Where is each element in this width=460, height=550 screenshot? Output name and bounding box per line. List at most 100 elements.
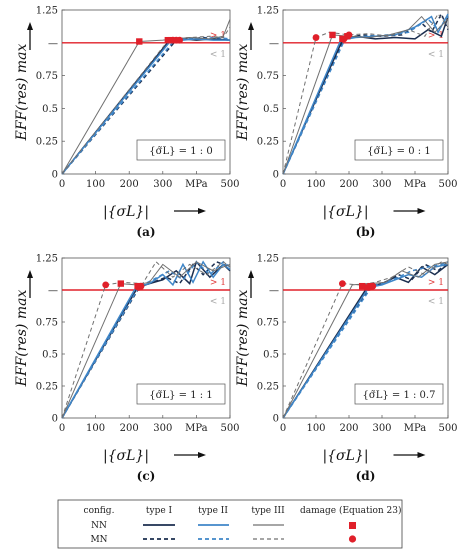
- x-tick-label: 200: [120, 179, 139, 190]
- damage-mn-marker: [312, 34, 320, 41]
- y-tick-label: 0.75: [36, 71, 58, 82]
- stress-ratio-label: {σ̃L} = 1 : 0.7: [363, 390, 436, 401]
- y-tick-label: 0.25: [36, 137, 58, 148]
- legend-row-mn: MN: [90, 535, 107, 545]
- series-mn-type3: [61, 261, 231, 419]
- damage-nn-marker: [117, 280, 124, 287]
- plot-frame: [61, 257, 231, 419]
- x-tick-label: 0: [280, 423, 286, 434]
- subfigure-letter: (d): [356, 469, 376, 483]
- x-tick-label: MPa: [404, 423, 427, 434]
- damage-mn-marker: [137, 282, 145, 290]
- legend-damage-circle-icon: [348, 535, 357, 543]
- x-tick-label: 500: [220, 179, 239, 190]
- y-tick-label: 0: [273, 414, 279, 425]
- legend-type1-header: type I: [146, 506, 173, 516]
- less-than-one-label: < 1: [210, 50, 226, 60]
- x-tick-label: 200: [339, 179, 358, 190]
- x-tick-label: 200: [120, 423, 139, 434]
- x-tick-label: 100: [86, 423, 105, 434]
- y-axis-arrowhead-icon: [27, 22, 33, 30]
- damage-nn-marker: [329, 31, 336, 39]
- greater-than-one-label: > 1: [428, 278, 444, 288]
- y-tick-label: 0.5: [263, 104, 279, 115]
- x-axis-arrowhead-icon: [198, 208, 206, 214]
- damage-mn-marker: [176, 36, 184, 44]
- series-mn-type2: [61, 36, 231, 175]
- y-axis-arrowhead-icon: [27, 270, 33, 278]
- damage-mn-marker: [102, 281, 110, 289]
- damage-nn-marker: [136, 38, 143, 45]
- x-tick-label: MPa: [185, 423, 208, 434]
- x-tick-label: 100: [306, 179, 325, 190]
- legend-damage-square-icon: [349, 522, 356, 529]
- damage-nn-marker: [359, 282, 366, 290]
- x-axis-label: |{σL}|: [103, 204, 149, 220]
- series-mn-type3: [282, 261, 449, 419]
- y-axis-label: EFF(res) max: [14, 44, 30, 142]
- plot-frame: [282, 257, 449, 419]
- y-tick-label: 0.25: [257, 137, 279, 148]
- panel-b: 0 0.25 0.5 0.75 — 1.25 0 100 200 300 MPa 500 > 1 < 1 {…: [235, 6, 458, 240]
- x-tick-label: 100: [86, 179, 105, 190]
- stress-ratio-box: [136, 139, 226, 161]
- legend-row-nn: NN: [91, 521, 107, 531]
- panel-d: 0 0.25 0.5 0.75 — 1.25 0 100 200 300 MPa 500 > 1 < 1 {…: [235, 254, 458, 484]
- y-tick-label: 0.5: [263, 350, 279, 361]
- y-tick-label: 0.75: [257, 71, 279, 82]
- panel-a: 0 0.25 0.5 0.75 — 1.25 0 100 200 300 MPa 500 > 1 < 1 {…: [14, 6, 240, 240]
- subfigure-letter: (a): [136, 225, 155, 239]
- series-nn-type3: [61, 261, 231, 419]
- y-tick-label: —: [48, 286, 58, 297]
- x-axis-arrowhead-icon: [417, 452, 426, 458]
- y-tick-label: 0: [52, 170, 58, 181]
- y-tick-label: 1.25: [36, 254, 58, 265]
- x-tick-label: MPa: [185, 179, 208, 190]
- x-tick-label: 100: [306, 423, 325, 434]
- x-tick-label: 500: [220, 423, 239, 434]
- legend-type2-header: type II: [198, 506, 228, 516]
- legend: config. type I type II type III damage (…: [57, 499, 403, 549]
- greater-than-one-label: > 1: [428, 31, 444, 41]
- less-than-one-label: < 1: [428, 50, 444, 60]
- y-axis-arrowhead-icon: [248, 270, 254, 278]
- plot-frame: [282, 9, 449, 175]
- stress-ratio-label: {σ̃L} = 0 : 1: [367, 146, 430, 157]
- stress-ratio-box: [136, 383, 226, 405]
- stress-ratio-label: {σ̃L} = 1 : 0: [149, 146, 212, 157]
- x-tick-label: 500: [438, 179, 457, 190]
- series-mn-type3: [282, 13, 449, 175]
- series-mn-type2: [282, 16, 449, 175]
- legend-damage-header: damage (Equation 23): [300, 505, 402, 516]
- damage-mn-marker: [340, 35, 348, 43]
- y-tick-label: 0.25: [36, 382, 58, 393]
- x-tick-label: 300: [153, 179, 172, 190]
- x-axis-label: |{σL}|: [322, 204, 368, 220]
- panel-c: 0 0.25 0.5 0.75 — 1.25 0 100 200 300 MPa 500 > 1 < 1 {…: [14, 254, 240, 484]
- legend-type3-header: type III: [251, 506, 285, 516]
- less-than-one-label: < 1: [210, 297, 226, 307]
- x-axis-label: |{σL}|: [322, 448, 368, 464]
- y-axis-label: EFF(res) max: [14, 290, 30, 388]
- y-tick-label: 1.25: [257, 6, 279, 17]
- subfigure-letter: (b): [356, 225, 376, 239]
- y-tick-label: 1.25: [257, 254, 279, 265]
- greater-than-one-label: > 1: [210, 31, 226, 41]
- x-tick-label: MPa: [404, 179, 427, 190]
- subfigure-letter: (c): [137, 469, 156, 483]
- damage-mn-marker: [345, 31, 353, 39]
- x-tick-label: 0: [59, 179, 65, 190]
- y-tick-label: 1.25: [36, 6, 58, 17]
- x-tick-label: 300: [372, 179, 391, 190]
- y-axis-label: EFF(res) max: [235, 44, 251, 142]
- y-tick-label: 0: [273, 170, 279, 181]
- stress-ratio-label: {σ̃L} = 1 : 1: [149, 390, 212, 401]
- x-tick-label: 500: [438, 423, 457, 434]
- x-tick-label: 300: [153, 423, 172, 434]
- plot-frame: [61, 9, 231, 175]
- y-tick-label: 0: [52, 414, 58, 425]
- stress-ratio-box: [354, 383, 444, 405]
- damage-nn-marker: [164, 36, 172, 44]
- y-tick-label: 0.5: [42, 350, 58, 361]
